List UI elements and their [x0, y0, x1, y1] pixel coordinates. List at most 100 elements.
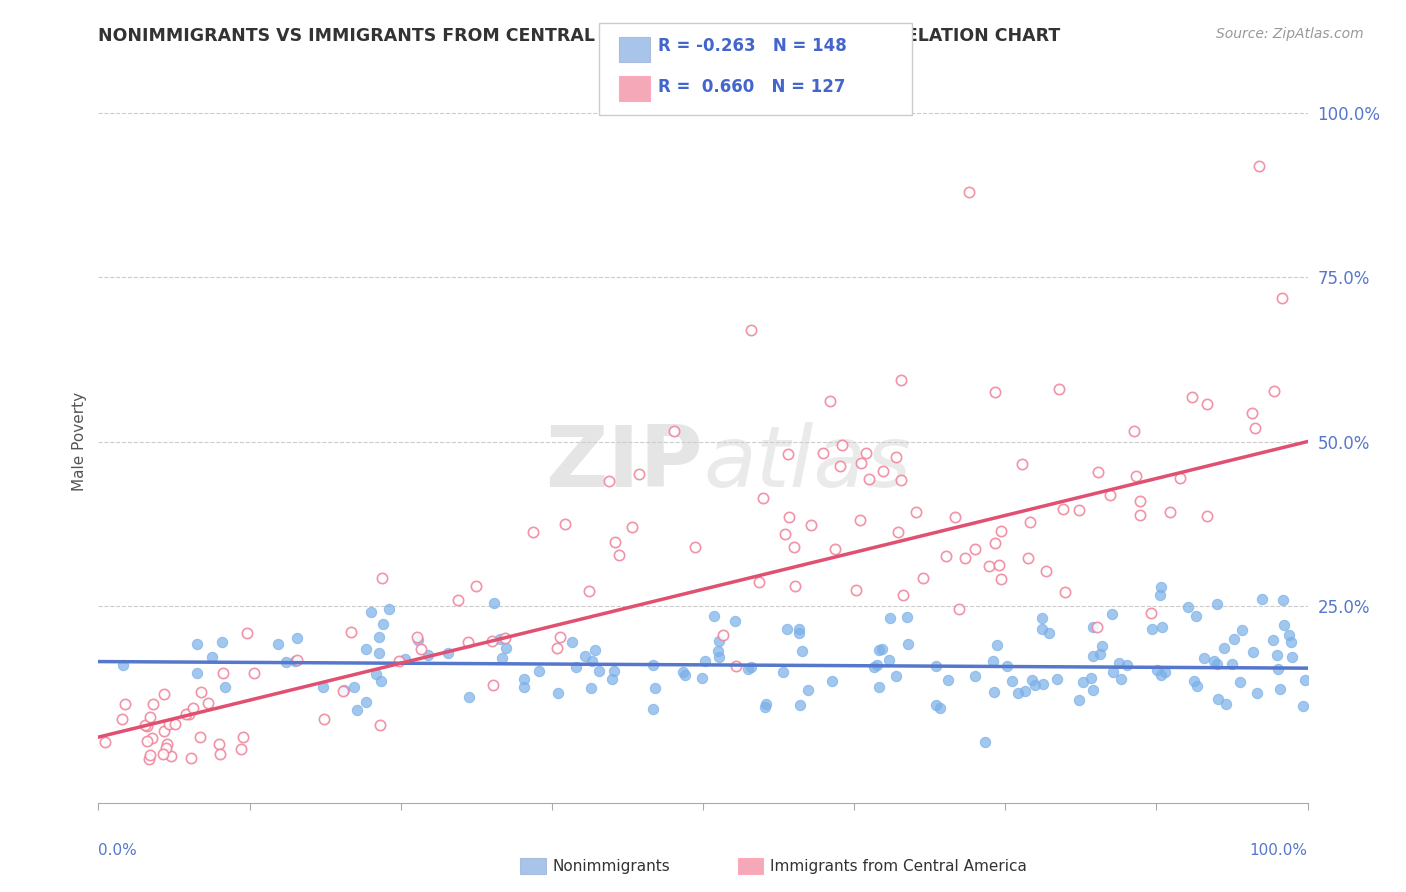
Point: [752, 491, 775, 505]
Point: [179, 706, 201, 721]
Point: [887, 524, 910, 539]
Point: [789, 698, 811, 712]
Point: [458, 690, 481, 705]
Point: [707, 644, 730, 658]
Point: [1109, 672, 1132, 686]
Point: [1115, 657, 1137, 672]
Point: [1047, 382, 1070, 396]
Point: [703, 609, 725, 624]
Point: [957, 185, 980, 199]
Point: [283, 654, 305, 668]
Point: [1197, 508, 1219, 523]
Point: [890, 474, 912, 488]
Point: [1267, 662, 1289, 676]
Text: NONIMMIGRANTS VS IMMIGRANTS FROM CENTRAL AMERICA MALE POVERTY CORRELATION CHART: NONIMMIGRANTS VS IMMIGRANTS FROM CENTRAL…: [98, 27, 1060, 45]
Point: [598, 474, 620, 488]
Point: [1024, 678, 1046, 692]
Point: [1052, 501, 1074, 516]
Point: [783, 540, 806, 554]
Point: [772, 665, 794, 679]
Point: [1011, 458, 1033, 472]
Point: [831, 437, 853, 451]
Point: [1246, 686, 1268, 700]
Point: [465, 579, 488, 593]
Point: [943, 509, 966, 524]
Point: [1192, 651, 1215, 665]
Point: [673, 667, 696, 681]
Point: [925, 658, 948, 673]
Point: [180, 750, 202, 764]
Point: [1140, 606, 1163, 620]
Text: R = -0.263   N = 148: R = -0.263 N = 148: [658, 37, 846, 55]
Point: [1125, 469, 1147, 483]
Point: [1251, 592, 1274, 607]
Point: [792, 644, 814, 658]
Point: [1031, 611, 1053, 625]
Point: [789, 622, 811, 636]
Point: [1206, 597, 1229, 611]
Point: [512, 680, 534, 694]
Point: [1073, 675, 1095, 690]
Point: [135, 733, 157, 747]
Point: [181, 700, 204, 714]
Point: [1014, 684, 1036, 698]
Text: Source: ZipAtlas.com: Source: ZipAtlas.com: [1216, 27, 1364, 41]
Point: [988, 558, 1011, 573]
Point: [818, 394, 841, 409]
Point: [285, 653, 308, 667]
Point: [232, 730, 254, 744]
Point: [641, 658, 664, 673]
Point: [1108, 657, 1130, 671]
Point: [527, 664, 550, 678]
Point: [190, 685, 212, 699]
Point: [1035, 564, 1057, 578]
Point: [1088, 647, 1111, 661]
Point: [356, 641, 378, 656]
Point: [406, 632, 429, 647]
Point: [1272, 618, 1295, 632]
Point: [789, 626, 811, 640]
Point: [1150, 668, 1173, 682]
Point: [775, 527, 797, 541]
Point: [1019, 515, 1042, 529]
Point: [936, 673, 959, 687]
Point: [821, 674, 844, 689]
Point: [884, 669, 907, 683]
Point: [1270, 291, 1292, 305]
Point: [1187, 680, 1209, 694]
Text: R =  0.660   N = 127: R = 0.660 N = 127: [658, 78, 845, 95]
Point: [142, 697, 165, 711]
Point: [447, 592, 470, 607]
Point: [824, 542, 846, 557]
Point: [1268, 682, 1291, 697]
Point: [285, 631, 308, 645]
Point: [1085, 620, 1108, 634]
Point: [754, 700, 776, 714]
Point: [201, 650, 224, 665]
Point: [159, 749, 181, 764]
Point: [990, 524, 1012, 538]
Point: [724, 659, 747, 673]
Point: [963, 669, 986, 683]
Text: atlas: atlas: [703, 422, 911, 505]
Text: ZIP: ZIP: [546, 422, 703, 505]
Point: [491, 650, 513, 665]
Point: [748, 575, 770, 590]
Point: [896, 610, 918, 624]
Point: [796, 682, 818, 697]
Point: [621, 520, 644, 534]
Point: [522, 524, 544, 539]
Point: [672, 665, 695, 679]
Point: [905, 505, 928, 519]
Point: [314, 713, 336, 727]
Point: [333, 682, 356, 697]
Point: [494, 631, 516, 645]
Point: [897, 637, 920, 651]
Point: [644, 681, 666, 696]
Point: [1185, 609, 1208, 624]
Point: [707, 634, 730, 648]
Point: [879, 611, 901, 625]
Point: [481, 634, 503, 648]
Point: [1091, 639, 1114, 653]
Point: [312, 680, 335, 694]
